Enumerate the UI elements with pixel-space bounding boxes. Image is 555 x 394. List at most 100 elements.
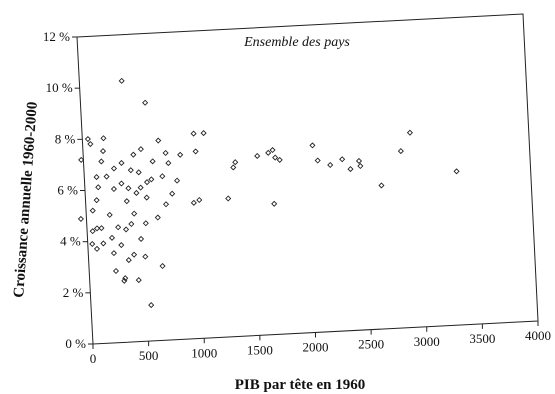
data-point: [137, 146, 144, 153]
data-point: [406, 129, 413, 136]
data-point: [128, 220, 135, 228]
data-point: [131, 210, 138, 217]
data-point: [159, 173, 166, 180]
data-point: [123, 198, 130, 205]
data-point: [148, 176, 155, 183]
data-point: [174, 177, 181, 184]
data-point: [196, 196, 203, 204]
data-point: [135, 277, 142, 284]
data-point: [142, 99, 149, 106]
data-point: [314, 157, 321, 164]
plot-area-border: [76, 13, 539, 345]
data-point: [378, 182, 385, 189]
data-point: [108, 234, 116, 241]
data-point: [142, 253, 149, 260]
data-point: [200, 130, 207, 137]
data-point: [93, 245, 101, 252]
y-tick-label: 0 %: [65, 336, 86, 351]
data-point: [133, 189, 140, 197]
data-point: [125, 257, 132, 264]
x-axis: 0 500 1000 1500 2000 2500 3000 3500 4000: [90, 321, 551, 366]
data-point: [148, 302, 155, 309]
data-point: [149, 158, 156, 165]
data-point: [110, 165, 118, 172]
data-point: [355, 157, 363, 164]
data-point: [118, 180, 125, 187]
data-point: [169, 190, 176, 197]
x-tick-label: 1000: [191, 345, 217, 360]
data-point: [190, 199, 197, 206]
x-tick-label: 0: [90, 351, 97, 366]
data-point: [225, 195, 232, 202]
data-point: [162, 201, 170, 208]
y-tick-label: 4 %: [60, 234, 81, 249]
data-point: [87, 141, 94, 148]
x-axis-title: PIB par tête en 1960: [235, 377, 366, 393]
x-tick-label: 2000: [303, 340, 329, 355]
data-point: [453, 168, 460, 175]
data-point: [110, 185, 117, 193]
data-point: [138, 235, 145, 242]
data-point: [254, 152, 261, 159]
data-point: [190, 130, 197, 137]
data-point: [118, 242, 125, 249]
data-point: [103, 173, 110, 180]
data-point: [192, 148, 199, 155]
data-point: [397, 148, 404, 155]
y-axis-title: Croissance annuelle 1960-2000: [11, 101, 41, 298]
data-point: [122, 275, 129, 282]
data-point: [142, 220, 149, 227]
data-point: [95, 184, 102, 191]
data-point: [130, 151, 137, 158]
x-tick-label: 500: [139, 348, 159, 363]
y-tick-label: 8 %: [55, 131, 76, 146]
y-tick-label: 2 %: [63, 285, 84, 300]
data-point: [137, 184, 144, 191]
data-point: [177, 151, 184, 158]
x-tick-label: 3500: [469, 331, 495, 346]
data-point: [99, 148, 107, 155]
data-point: [89, 207, 96, 214]
data-point: [271, 200, 278, 207]
x-tick-label: 2500: [358, 337, 384, 352]
data-point: [232, 159, 239, 166]
data-point: [309, 142, 316, 149]
data-point: [230, 164, 237, 171]
data-point: [98, 158, 105, 165]
data-point: [100, 135, 107, 142]
data-point: [100, 240, 107, 247]
y-tick-label: 6 %: [57, 183, 78, 198]
data-point: [165, 160, 172, 167]
data-point: [265, 149, 272, 156]
data-point: [118, 77, 125, 84]
data-point: [339, 156, 346, 163]
data-point: [93, 197, 100, 204]
data-point: [93, 225, 101, 232]
data-point: [93, 174, 100, 181]
data-point: [159, 262, 166, 270]
data-point: [276, 156, 283, 163]
data-point: [106, 211, 113, 218]
data-point: [84, 136, 91, 143]
data-point: [347, 166, 354, 173]
data-point: [115, 224, 122, 231]
data-point: [327, 161, 334, 169]
y-axis: 0 % 2 % 4 % 6 % 8 % 10 % 12 %: [43, 29, 93, 351]
plot-frame: [76, 13, 539, 345]
x-tick-label: 3000: [414, 334, 440, 349]
chart-title: Ensemble des pays: [243, 35, 350, 50]
x-tick-label: 1500: [247, 342, 273, 357]
data-point: [123, 226, 130, 233]
data-point: [357, 162, 364, 170]
data-point: [269, 146, 276, 154]
data-point: [131, 251, 138, 258]
data-point: [154, 214, 161, 221]
data-point: [135, 169, 142, 176]
data-point: [143, 179, 151, 186]
y-tick-label: 10 %: [46, 80, 73, 95]
data-point: [125, 185, 132, 192]
data-point: [89, 228, 96, 235]
data-point: [272, 154, 279, 161]
x-tick-label: 4000: [525, 328, 551, 343]
